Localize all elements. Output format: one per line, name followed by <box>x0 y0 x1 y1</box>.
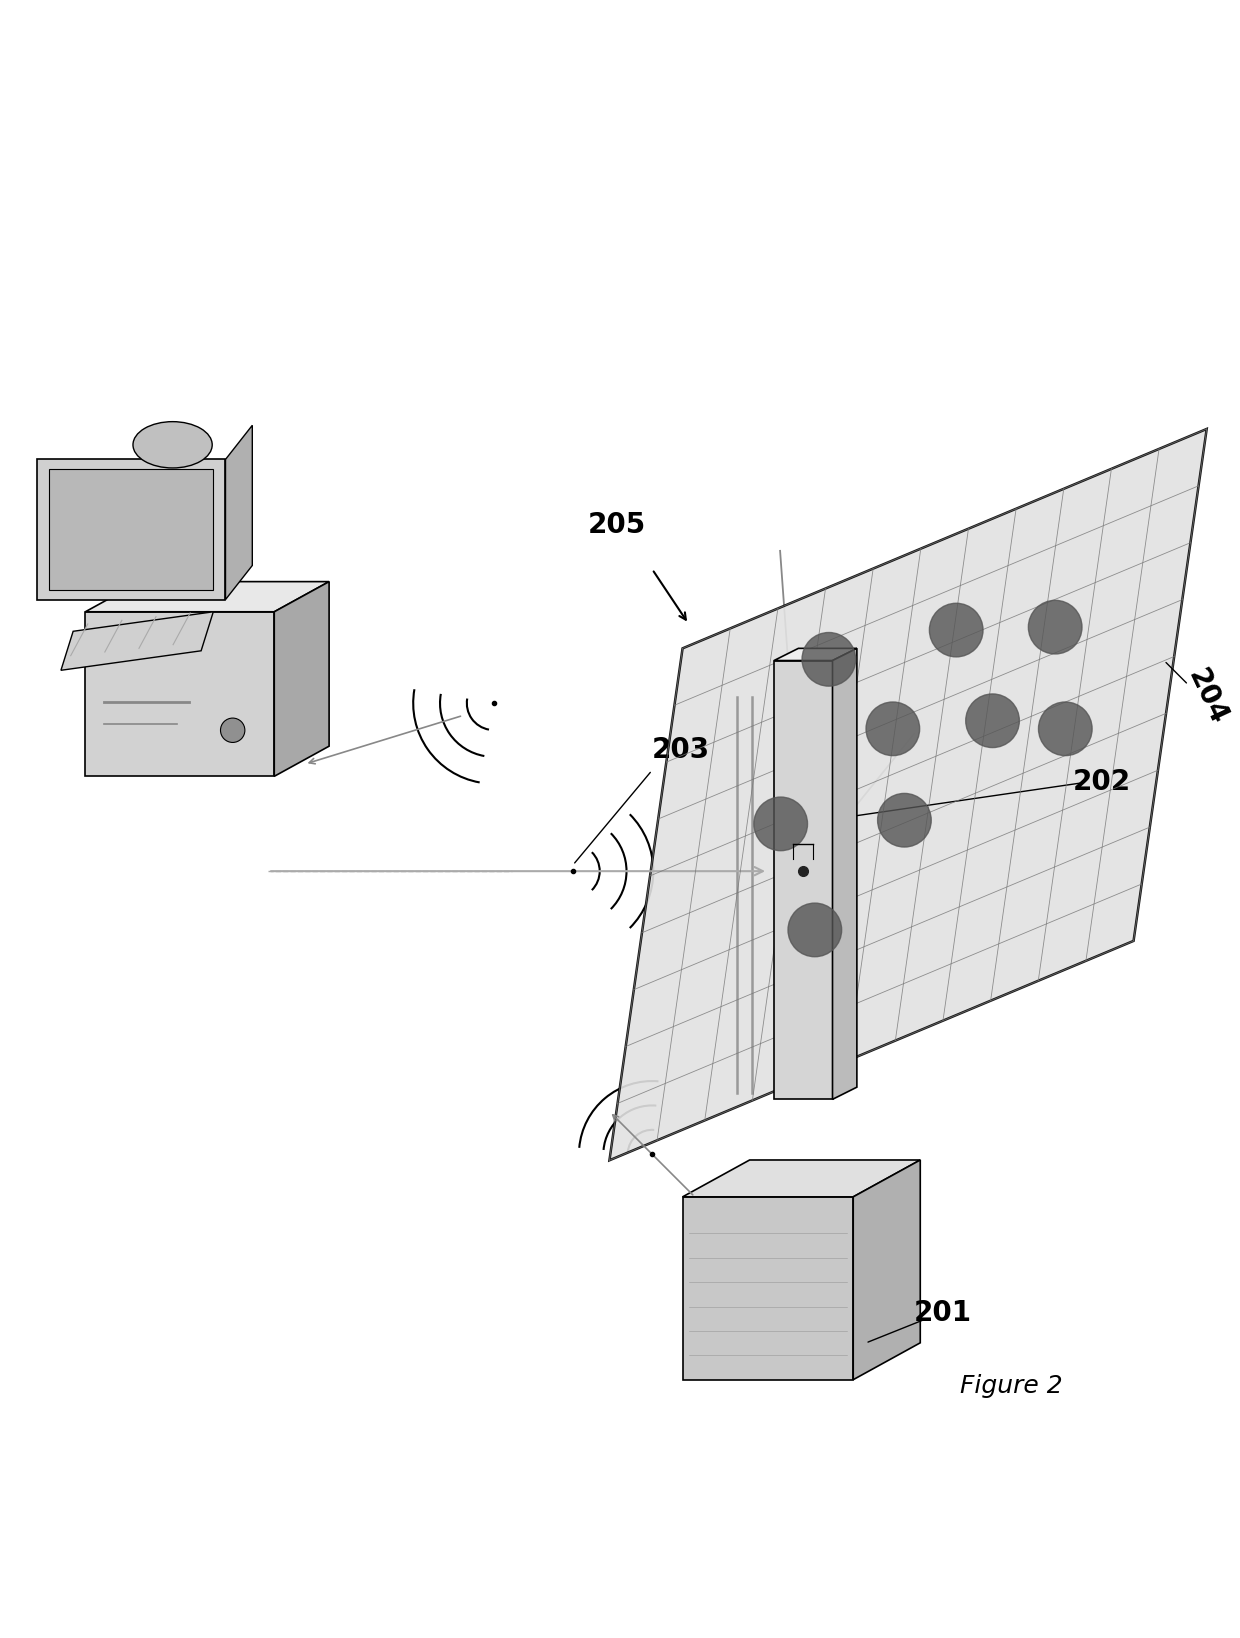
Circle shape <box>866 703 920 755</box>
Text: 204: 204 <box>1182 665 1233 729</box>
Ellipse shape <box>133 421 212 468</box>
Circle shape <box>930 603 983 657</box>
Circle shape <box>966 695 1019 747</box>
Polygon shape <box>274 581 329 776</box>
Text: 202: 202 <box>1073 768 1131 796</box>
Polygon shape <box>774 660 832 1099</box>
Polygon shape <box>86 581 329 611</box>
Text: Figure 2: Figure 2 <box>960 1374 1063 1397</box>
Circle shape <box>802 632 856 686</box>
Circle shape <box>1038 703 1092 755</box>
Circle shape <box>221 717 244 742</box>
Circle shape <box>1028 601 1083 654</box>
Text: 201: 201 <box>914 1299 972 1327</box>
Text: 206: 206 <box>135 716 193 744</box>
Circle shape <box>754 798 807 850</box>
Polygon shape <box>86 611 274 776</box>
Polygon shape <box>226 426 252 600</box>
Polygon shape <box>682 1197 853 1379</box>
Polygon shape <box>832 649 857 1099</box>
Polygon shape <box>853 1160 920 1379</box>
Circle shape <box>878 793 931 847</box>
Polygon shape <box>682 1160 920 1197</box>
Text: 205: 205 <box>588 511 646 539</box>
Polygon shape <box>61 611 213 670</box>
Text: 203: 203 <box>652 735 711 765</box>
Polygon shape <box>609 429 1207 1160</box>
Polygon shape <box>48 468 213 590</box>
Polygon shape <box>36 459 226 600</box>
Circle shape <box>787 903 842 957</box>
Polygon shape <box>774 649 857 660</box>
